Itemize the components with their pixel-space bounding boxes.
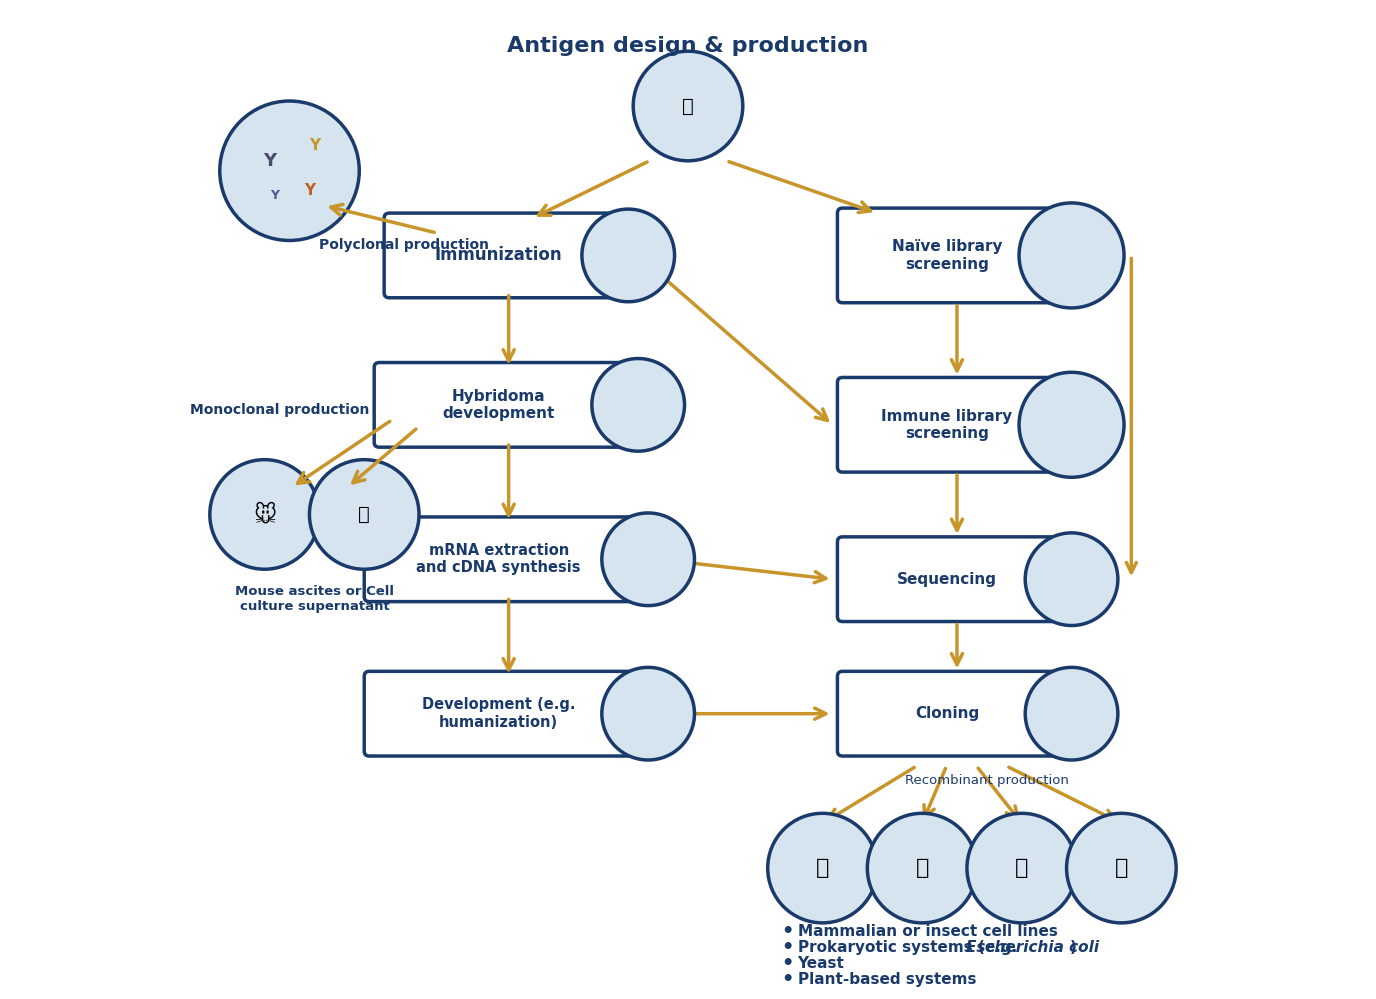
FancyBboxPatch shape (365, 516, 654, 601)
Text: Y: Y (270, 189, 279, 202)
Circle shape (1025, 667, 1117, 760)
FancyBboxPatch shape (838, 536, 1076, 621)
Text: ): ) (1069, 940, 1076, 955)
Text: 🐭: 🐭 (253, 503, 277, 525)
Text: •: • (782, 954, 794, 973)
Circle shape (220, 101, 359, 241)
Circle shape (310, 460, 420, 569)
Circle shape (1020, 203, 1124, 308)
Circle shape (867, 813, 977, 923)
Circle shape (592, 359, 684, 452)
Text: •: • (782, 970, 794, 989)
Text: Polyclonal production: Polyclonal production (319, 239, 488, 253)
Circle shape (1020, 373, 1124, 478)
Text: Naïve library
screening: Naïve library screening (892, 239, 1002, 272)
Circle shape (209, 460, 319, 569)
Text: Immune library
screening: Immune library screening (882, 409, 1013, 441)
Text: Sequencing: Sequencing (897, 571, 998, 586)
FancyBboxPatch shape (838, 671, 1076, 756)
FancyBboxPatch shape (365, 671, 654, 756)
Text: Y: Y (308, 138, 321, 153)
Text: 🫧: 🫧 (1015, 858, 1028, 878)
Text: Y: Y (304, 183, 315, 198)
Text: •: • (782, 938, 794, 957)
Circle shape (1025, 532, 1117, 625)
Circle shape (582, 209, 674, 302)
Text: Yeast: Yeast (798, 956, 845, 971)
Text: Mouse ascites or Cell
culture supernatant: Mouse ascites or Cell culture supernatan… (235, 585, 394, 613)
Circle shape (601, 512, 695, 605)
Text: Antigen design & production: Antigen design & production (508, 36, 868, 56)
Text: Monoclonal production: Monoclonal production (190, 403, 369, 417)
Text: Recombinant production: Recombinant production (905, 774, 1069, 787)
Text: Cloning: Cloning (915, 706, 980, 721)
Text: 🧬: 🧬 (682, 97, 694, 116)
Circle shape (633, 51, 743, 161)
Circle shape (1066, 813, 1176, 923)
Text: Development (e.g.
humanization): Development (e.g. humanization) (422, 697, 575, 730)
FancyBboxPatch shape (838, 378, 1076, 473)
Circle shape (967, 813, 1076, 923)
Text: Prokaryotic systems (e.g.: Prokaryotic systems (e.g. (798, 940, 1022, 955)
Text: 🧪: 🧪 (358, 504, 370, 523)
Text: 🦠: 🦠 (816, 858, 830, 878)
Text: Immunization: Immunization (435, 247, 563, 265)
Text: 🧫: 🧫 (915, 858, 929, 878)
Text: •: • (782, 922, 794, 941)
Text: Hybridoma
development: Hybridoma development (443, 389, 555, 421)
FancyBboxPatch shape (384, 213, 633, 298)
FancyBboxPatch shape (838, 208, 1076, 303)
Text: Escherichia coli: Escherichia coli (966, 940, 1099, 955)
Circle shape (601, 667, 695, 760)
Circle shape (768, 813, 878, 923)
Text: mRNA extraction
and cDNA synthesis: mRNA extraction and cDNA synthesis (417, 543, 581, 575)
Text: 🌿: 🌿 (1115, 858, 1128, 878)
Text: Y: Y (263, 152, 277, 170)
FancyBboxPatch shape (374, 363, 643, 448)
Text: Plant-based systems: Plant-based systems (798, 972, 976, 987)
Text: Mammalian or insect cell lines: Mammalian or insect cell lines (798, 924, 1058, 939)
